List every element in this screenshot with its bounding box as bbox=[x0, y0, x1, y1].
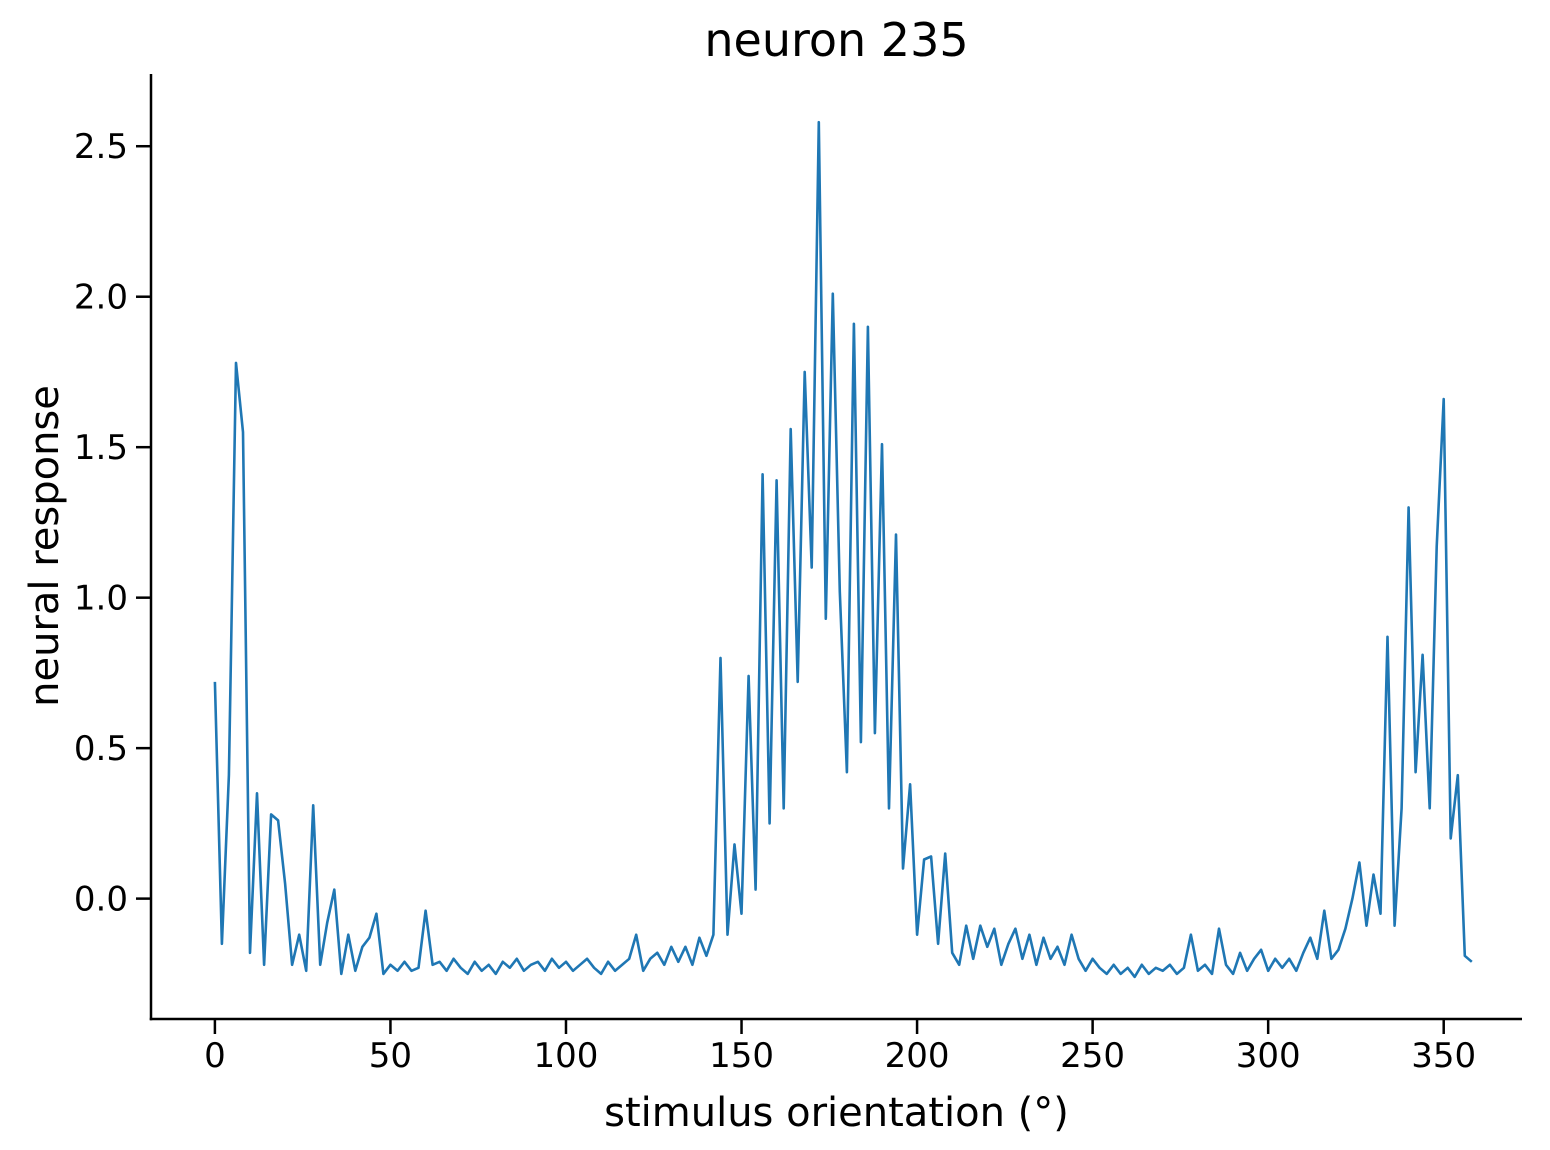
y-axis-label-text: neural response bbox=[22, 385, 68, 707]
y-axis-tick-label: 1.0 bbox=[74, 579, 128, 619]
x-axis-tick-label: 100 bbox=[534, 1036, 599, 1076]
x-axis-tick-label: 250 bbox=[1060, 1036, 1125, 1076]
y-axis-tick-label: 0.0 bbox=[74, 880, 128, 920]
x-axis-tick-label: 300 bbox=[1236, 1036, 1301, 1076]
y-axis-tick-label: 1.5 bbox=[74, 428, 128, 468]
y-axis-tick-label: 0.5 bbox=[74, 729, 128, 769]
x-axis-tick-label: 0 bbox=[204, 1036, 226, 1076]
chart-title: neuron 235 bbox=[704, 13, 969, 67]
y-axis-tick-label: 2.0 bbox=[74, 278, 128, 318]
x-axis-tick-label: 150 bbox=[709, 1036, 774, 1076]
x-axis-tick-label: 50 bbox=[369, 1036, 412, 1076]
x-axis-label: stimulus orientation (°) bbox=[604, 1090, 1069, 1136]
x-axis-tick-label: 350 bbox=[1411, 1036, 1476, 1076]
x-axis-tick-label: 200 bbox=[885, 1036, 950, 1076]
neural-response-line bbox=[213, 120, 1473, 979]
y-axis-tick-label: 2.5 bbox=[74, 127, 128, 167]
